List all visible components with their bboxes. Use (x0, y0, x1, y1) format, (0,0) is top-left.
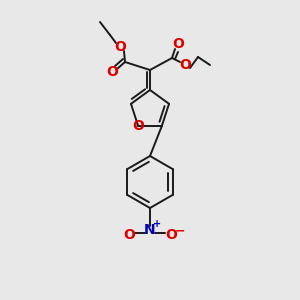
Text: +: + (153, 219, 161, 229)
Text: N: N (144, 223, 156, 237)
Text: O: O (132, 119, 144, 133)
Text: O: O (123, 228, 135, 242)
Text: O: O (172, 37, 184, 51)
Text: O: O (165, 228, 177, 242)
Text: O: O (114, 40, 126, 54)
Text: O: O (179, 58, 191, 72)
Text: O: O (106, 65, 118, 79)
Text: −: − (175, 224, 185, 238)
